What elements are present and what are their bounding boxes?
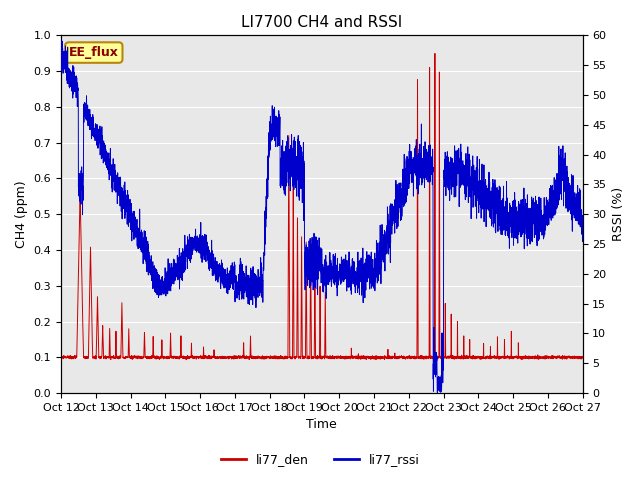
Y-axis label: CH4 (ppm): CH4 (ppm) — [15, 180, 28, 248]
Title: LI7700 CH4 and RSSI: LI7700 CH4 and RSSI — [241, 15, 403, 30]
Legend: li77_den, li77_rssi: li77_den, li77_rssi — [216, 448, 424, 471]
Text: EE_flux: EE_flux — [69, 46, 119, 59]
Y-axis label: RSSI (%): RSSI (%) — [612, 187, 625, 241]
X-axis label: Time: Time — [307, 419, 337, 432]
